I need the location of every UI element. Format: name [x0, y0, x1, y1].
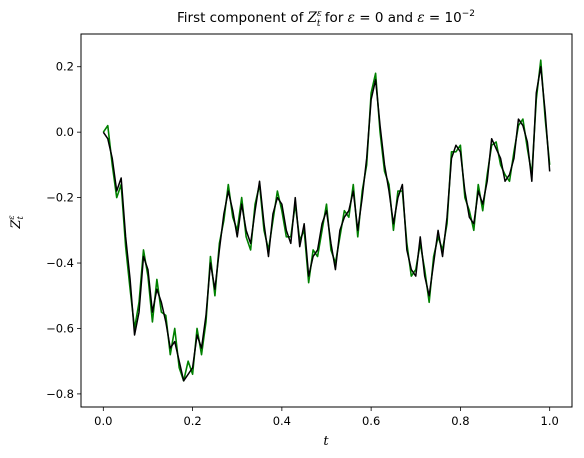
x-axis-label: t — [323, 434, 329, 449]
y-tick-label: −0.2 — [46, 191, 74, 205]
series-line-smooth — [102, 65, 551, 382]
chart-title: First component of Zε t for ε = 0 and ε =… — [177, 9, 475, 29]
ticks-layer: 0.0 0.2 0.4 0.6 0.8 1.0 −0.8 −0.6 −0.4 −0.2 0.0 0.2 — [46, 60, 559, 428]
x-tick-label: 0.0 — [94, 414, 112, 428]
x-tick-label: 0.2 — [183, 414, 201, 428]
y-tick-label: −0.6 — [46, 321, 74, 335]
x-tick-label: 0.8 — [451, 414, 469, 428]
x-tick-label: 1.0 — [541, 414, 559, 428]
series-layer — [102, 59, 551, 382]
svg-text:Zεt: Zεt — [7, 215, 25, 229]
y-tick-label: −0.4 — [46, 256, 74, 270]
x-tick-label: 0.6 — [362, 414, 380, 428]
x-tick-label: 0.4 — [273, 414, 291, 428]
y-tick-label: 0.2 — [56, 60, 74, 74]
plot-area — [80, 33, 573, 408]
y-tick-label: −0.8 — [46, 387, 74, 401]
series-line-noisy — [102, 59, 551, 382]
y-axis-label: Zεt — [7, 215, 25, 229]
y-tick-label: 0.0 — [56, 125, 74, 139]
